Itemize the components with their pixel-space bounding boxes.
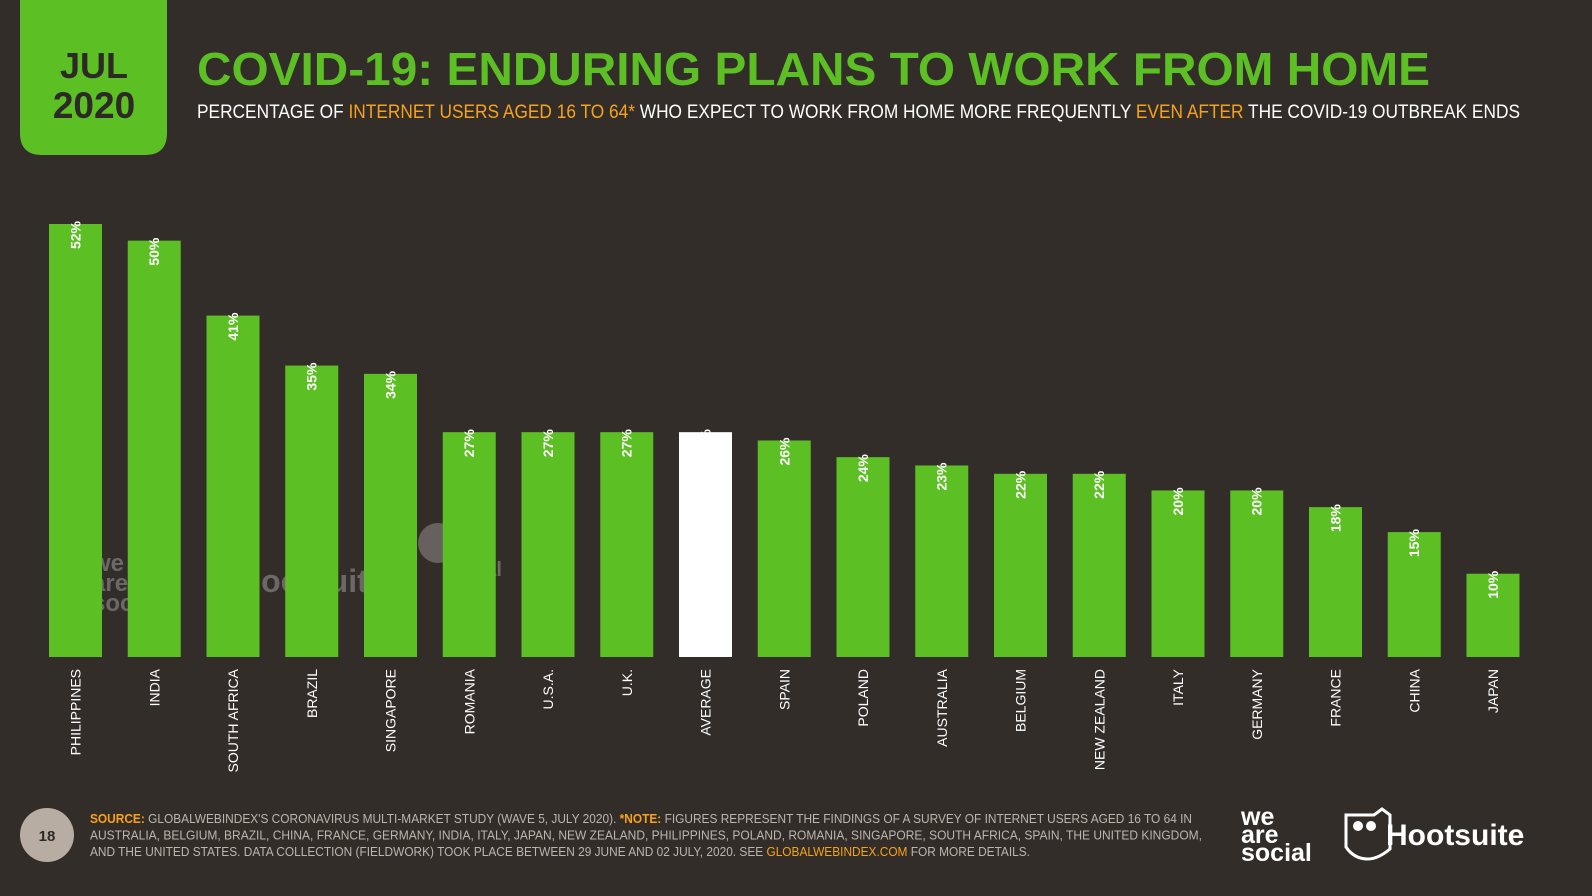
footnote-line: AUSTRALIA, BELGIUM, BRAZIL, CHINA, FRANC… xyxy=(90,829,1202,843)
value-label: 10% xyxy=(1485,570,1501,599)
category-label: AVERAGE xyxy=(698,669,714,736)
category-label: BRAZIL xyxy=(304,669,320,718)
bar xyxy=(442,432,496,657)
date-tab xyxy=(20,0,167,155)
subtitle-part: WHO EXPECT TO WORK FROM HOME MORE FREQUE… xyxy=(635,102,1136,123)
footnote-part: *NOTE: xyxy=(620,812,662,826)
value-label: 34% xyxy=(383,370,399,399)
bar xyxy=(994,473,1047,657)
value-label: 27% xyxy=(540,429,556,458)
value-label: 23% xyxy=(934,462,950,491)
footer: SOURCE: GLOBALWEBINDEX'S CORONAVIRUS MUL… xyxy=(90,812,1202,859)
plot: 52% PHILIPPINES 50% INDIA 41% SOUTH AFRICA 35%… xyxy=(49,220,1520,772)
value-label: 35% xyxy=(304,362,320,391)
subtitle-part: THE COVID-19 OUTBREAK ENDS xyxy=(1244,102,1520,123)
bar xyxy=(915,465,969,657)
category-label: PHILIPPINES xyxy=(68,669,84,755)
bar xyxy=(206,315,260,657)
footnote-line: AND THE UNITED STATES. DATA COLLECTION (… xyxy=(90,845,1030,859)
value-label: 20% xyxy=(1170,487,1186,516)
bar xyxy=(1230,490,1284,657)
date-month: JUL xyxy=(60,45,128,86)
bar xyxy=(49,224,102,657)
category-label: U.S.A. xyxy=(540,669,556,709)
footnote-part: FOR MORE DETAILS. xyxy=(907,845,1030,859)
footnote-line: SOURCE: GLOBALWEBINDEX'S CORONAVIRUS MUL… xyxy=(90,812,1192,826)
value-label: 24% xyxy=(855,454,871,483)
footnote-part: SOURCE: xyxy=(90,812,145,826)
logo-text: social xyxy=(1241,839,1312,867)
value-label: 27% xyxy=(619,429,635,458)
subtitle-part: EVEN AFTER xyxy=(1136,102,1244,123)
category-label: CHINA xyxy=(1406,668,1422,712)
owl-icon xyxy=(1344,807,1392,861)
bar xyxy=(521,432,575,657)
bar xyxy=(836,457,890,657)
owl-eye xyxy=(1353,821,1363,831)
value-label: 18% xyxy=(1328,504,1344,533)
bar xyxy=(1309,507,1362,657)
category-label: POLAND xyxy=(855,669,871,727)
footnote-part: AND THE UNITED STATES. DATA COLLECTION (… xyxy=(90,845,766,859)
subtitle-part: INTERNET USERS AGED 16 TO 64* xyxy=(349,102,636,123)
page-number: 18 xyxy=(39,828,56,845)
category-label: ITALY xyxy=(1170,668,1186,705)
footnote-part: GLOBALWEBINDEX'S CORONAVIRUS MULTI-MARKE… xyxy=(145,812,620,826)
footnote-part: AUSTRALIA, BELGIUM, BRAZIL, CHINA, FRANC… xyxy=(90,829,1202,843)
bar xyxy=(127,240,181,657)
category-label: SINGAPORE xyxy=(383,669,399,752)
category-label: NEW ZEALAND xyxy=(1091,669,1107,770)
bar xyxy=(757,440,811,657)
chart-title: COVID-19: ENDURING PLANS TO WORK FROM HO… xyxy=(197,43,1430,95)
category-label: U.K. xyxy=(619,669,635,696)
footnote-part: FIGURES REPRESENT THE FINDINGS OF A SURV… xyxy=(661,812,1192,826)
category-label: JAPAN xyxy=(1485,669,1501,713)
bar xyxy=(679,432,732,657)
date-year: 2020 xyxy=(53,85,135,126)
logo-text: Hootsuite xyxy=(1386,819,1524,852)
page-badge xyxy=(20,808,74,862)
value-label: 22% xyxy=(1091,470,1107,499)
logo-text: are xyxy=(1241,821,1279,849)
owl-eye xyxy=(1366,821,1376,831)
value-label: 26% xyxy=(776,437,792,466)
category-label: SPAIN xyxy=(776,669,792,710)
category-label: AUSTRALIA xyxy=(934,668,950,746)
category-label: INDIA xyxy=(146,668,162,706)
bar xyxy=(1151,490,1205,657)
bar xyxy=(1466,573,1520,657)
value-label: 20% xyxy=(1249,487,1265,516)
bar xyxy=(1387,532,1441,657)
category-label: SOUTH AFRICA xyxy=(225,668,241,772)
footnote-part: GLOBALWEBINDEX.COM xyxy=(766,845,907,859)
value-label: 15% xyxy=(1406,529,1422,558)
bar xyxy=(600,432,654,657)
category-label: GERMANY xyxy=(1249,668,1265,739)
category-label: ROMANIA xyxy=(461,668,477,734)
value-label: 50% xyxy=(146,237,162,266)
category-label: FRANCE xyxy=(1328,669,1344,727)
value-label: 41% xyxy=(225,312,241,341)
value-label: 22% xyxy=(1013,470,1029,499)
value-label: 52% xyxy=(68,220,84,249)
chart-subtitle: PERCENTAGE OF INTERNET USERS AGED 16 TO … xyxy=(197,102,1520,123)
bar xyxy=(364,373,417,657)
bar xyxy=(285,365,339,657)
logo-text: we xyxy=(1240,803,1274,831)
value-label: 27% xyxy=(461,429,477,458)
subtitle-part: PERCENTAGE OF xyxy=(197,102,349,123)
category-label: BELGIUM xyxy=(1013,669,1029,732)
bar xyxy=(1072,473,1126,657)
value-label: 27% xyxy=(698,429,714,458)
